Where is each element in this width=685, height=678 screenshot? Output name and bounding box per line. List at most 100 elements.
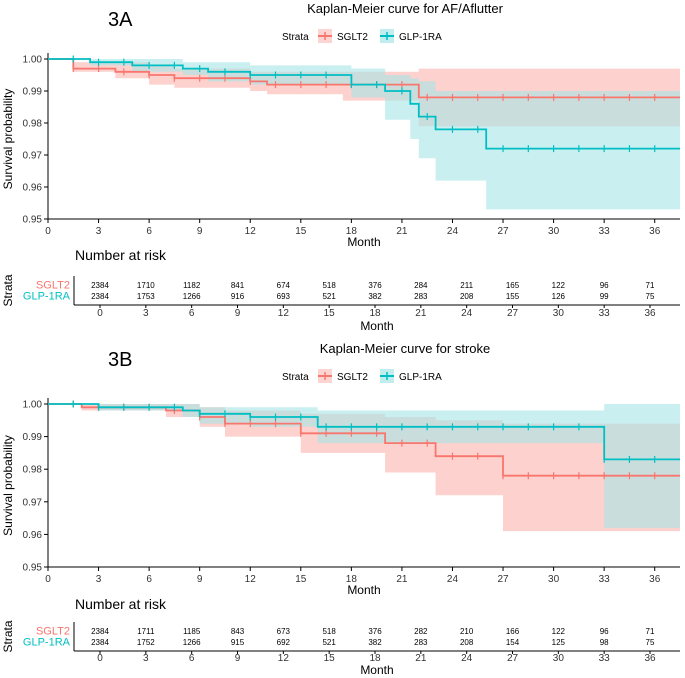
risk-cell: 211 bbox=[460, 281, 473, 290]
risk-cell: 1266 bbox=[183, 638, 201, 647]
risk-cell: 916 bbox=[231, 292, 245, 301]
y-tick-label: 0.95 bbox=[23, 215, 43, 226]
chart-title: Kaplan-Meier curve for AF/Aflutter bbox=[307, 1, 503, 16]
risk-cell: 165 bbox=[506, 281, 520, 290]
risk-table-title: Number at risk bbox=[75, 596, 167, 612]
risk-cell: 674 bbox=[277, 281, 291, 290]
x-axis-label: Month bbox=[347, 583, 380, 597]
x-tick-label: 3 bbox=[96, 226, 102, 237]
risk-x-tick-label: 33 bbox=[599, 308, 611, 319]
risk-x-tick-label: 15 bbox=[324, 308, 336, 319]
risk-x-tick-label: 30 bbox=[553, 653, 565, 664]
risk-cell: 1753 bbox=[137, 292, 155, 301]
y-tick-label: 0.98 bbox=[23, 119, 43, 130]
legend-title: Strata bbox=[282, 32, 309, 43]
risk-x-tick-label: 18 bbox=[369, 653, 381, 664]
x-tick-label: 18 bbox=[346, 226, 358, 237]
ci-band-glp1ra bbox=[48, 404, 680, 528]
risk-cell: 843 bbox=[231, 627, 245, 636]
risk-cell: 521 bbox=[322, 292, 336, 301]
risk-cell: 154 bbox=[506, 638, 520, 647]
risk-cell: 518 bbox=[322, 281, 336, 290]
series-line-glp1ra bbox=[48, 58, 680, 150]
x-tick-label: 24 bbox=[447, 574, 459, 585]
x-tick-label: 6 bbox=[146, 226, 152, 237]
risk-cell: 122 bbox=[552, 627, 566, 636]
risk-cell: 126 bbox=[552, 292, 566, 301]
y-tick-label: 0.96 bbox=[23, 183, 43, 194]
risk-x-axis-label: Month bbox=[360, 319, 393, 333]
risk-x-tick-label: 33 bbox=[599, 653, 611, 664]
y-tick-label: 1.00 bbox=[23, 400, 43, 411]
x-tick-label: 27 bbox=[497, 226, 509, 237]
x-tick-label: 30 bbox=[548, 226, 560, 237]
risk-x-tick-label: 30 bbox=[553, 308, 565, 319]
risk-table: Number at risk SGLT2 2384 1711 1185 843 673 518… bbox=[1, 596, 680, 677]
risk-cell: 283 bbox=[414, 638, 428, 647]
risk-cell: 518 bbox=[322, 627, 336, 636]
risk-x-tick-label: 21 bbox=[415, 308, 427, 319]
x-tick-label: 3 bbox=[96, 574, 102, 585]
legend: Strata SGLT2 GLP-1RA bbox=[282, 29, 442, 43]
risk-cell: 376 bbox=[368, 627, 382, 636]
x-tick-label: 12 bbox=[245, 574, 257, 585]
risk-cell: 1185 bbox=[183, 627, 201, 636]
y-tick-label: 0.97 bbox=[23, 497, 43, 508]
legend-label: SGLT2 bbox=[337, 32, 368, 43]
y-tick-label: 0.99 bbox=[23, 87, 43, 98]
risk-cell: 75 bbox=[646, 292, 655, 301]
risk-cell: 2384 bbox=[91, 292, 109, 301]
risk-cell: 1182 bbox=[183, 281, 201, 290]
y-axis-label: Survival probability bbox=[1, 89, 15, 190]
panel-3a: 3A Kaplan-Meier curve for AF/Aflutter Stra… bbox=[1, 1, 680, 333]
risk-cell: 208 bbox=[460, 638, 474, 647]
x-tick-label: 36 bbox=[649, 226, 661, 237]
x-tick-label: 33 bbox=[599, 226, 611, 237]
risk-x-tick-label: 0 bbox=[97, 653, 103, 664]
y-axis-label: Survival probability bbox=[1, 435, 15, 536]
risk-x-tick-label: 0 bbox=[97, 308, 103, 319]
panel-label: 3B bbox=[108, 349, 132, 371]
x-tick-label: 21 bbox=[396, 226, 408, 237]
risk-cell: 284 bbox=[414, 281, 428, 290]
risk-x-tick-label: 9 bbox=[235, 653, 241, 664]
risk-row-label-glp1ra: GLP-1RA bbox=[23, 637, 71, 649]
risk-x-tick-label: 27 bbox=[507, 653, 519, 664]
x-tick-label: 30 bbox=[548, 574, 560, 585]
risk-cell: 1266 bbox=[183, 292, 201, 301]
risk-cell: 841 bbox=[231, 281, 245, 290]
risk-x-tick-label: 12 bbox=[278, 653, 290, 664]
risk-cell: 122 bbox=[552, 281, 566, 290]
risk-cell: 915 bbox=[231, 638, 245, 647]
risk-cell: 71 bbox=[646, 627, 655, 636]
risk-x-tick-label: 24 bbox=[461, 308, 473, 319]
x-axis-label: Month bbox=[347, 235, 380, 249]
risk-cell: 283 bbox=[414, 292, 428, 301]
legend: Strata SGLT2 GLP-1RA bbox=[282, 369, 442, 383]
y-tick-label: 0.97 bbox=[23, 151, 43, 162]
x-tick-label: 33 bbox=[599, 574, 611, 585]
x-tick-label: 27 bbox=[497, 574, 509, 585]
risk-cell: 99 bbox=[600, 292, 609, 301]
risk-row-label-glp1ra: GLP-1RA bbox=[23, 291, 71, 303]
x-tick-label: 0 bbox=[45, 226, 51, 237]
x-tick-label: 9 bbox=[197, 574, 203, 585]
legend-label: GLP-1RA bbox=[399, 372, 442, 383]
risk-x-tick-label: 3 bbox=[143, 308, 149, 319]
risk-x-tick-label: 6 bbox=[189, 308, 195, 319]
risk-cell: 382 bbox=[368, 292, 382, 301]
risk-y-axis-label: Strata bbox=[1, 274, 15, 306]
risk-cell: 382 bbox=[368, 638, 382, 647]
legend-title: Strata bbox=[282, 372, 309, 383]
risk-cell: 2384 bbox=[91, 281, 109, 290]
x-tick-label: 24 bbox=[447, 226, 459, 237]
y-tick-label: 0.99 bbox=[23, 432, 43, 443]
risk-x-tick-label: 18 bbox=[369, 308, 381, 319]
risk-x-tick-label: 27 bbox=[507, 308, 519, 319]
risk-row-label-sglt2: SGLT2 bbox=[36, 280, 70, 292]
risk-x-tick-label: 9 bbox=[235, 308, 241, 319]
risk-cell: 673 bbox=[277, 627, 291, 636]
risk-cell: 71 bbox=[646, 281, 655, 290]
y-tick-label: 0.96 bbox=[23, 530, 43, 541]
